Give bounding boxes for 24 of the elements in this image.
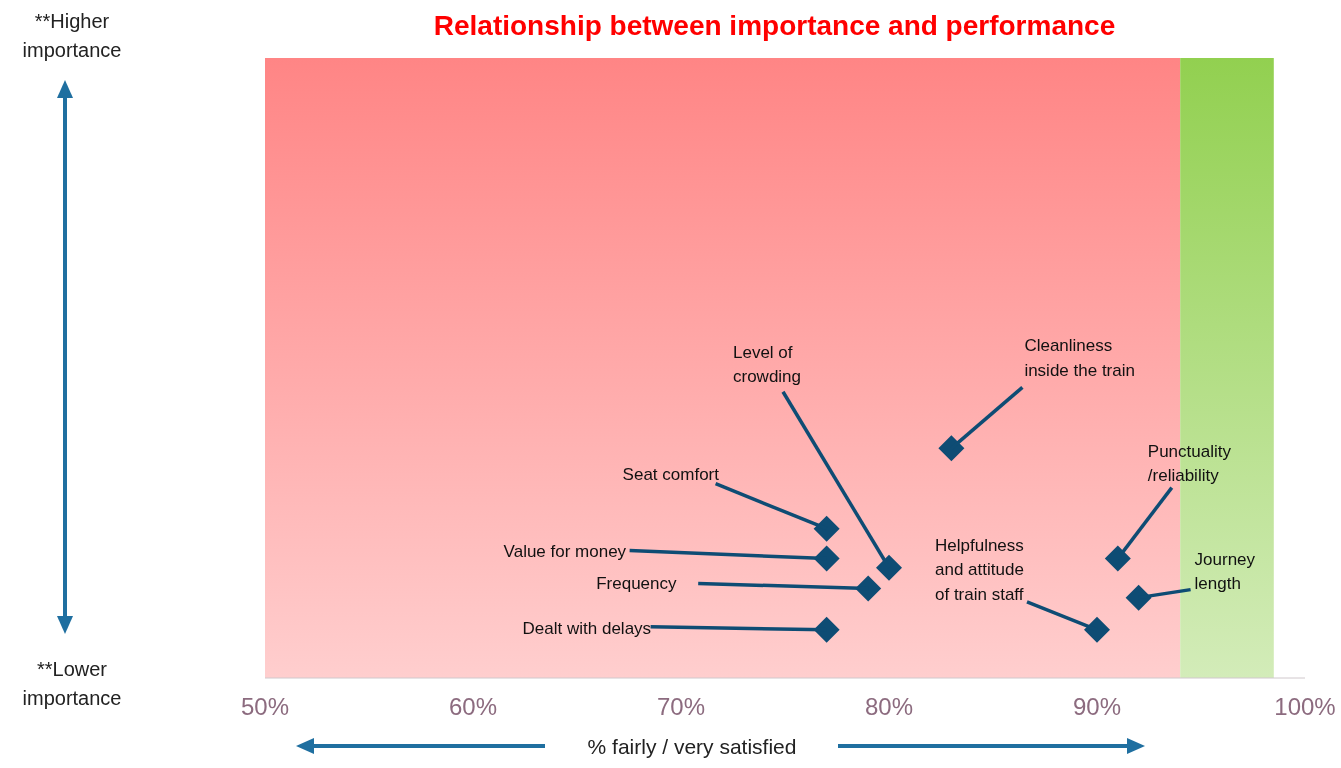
point (1084, 616, 1110, 643)
annotation: Journey length (1194, 549, 1256, 594)
x-tick-label: 70% (656, 693, 706, 721)
x-tick-label: 80% (864, 693, 914, 721)
text: **Higher importance (22, 10, 122, 61)
x-tick-label: 90% (1072, 693, 1122, 721)
annotation: Value for money (503, 541, 627, 561)
chart-title: Relationship between importance and performance (433, 10, 1116, 41)
point (1104, 545, 1131, 572)
point (938, 435, 965, 462)
annotation: Helpfulness and attitude of train staff (935, 535, 1024, 605)
x-axis-title: % fairly / very satisfied (587, 735, 797, 758)
x-tick-label: 50% (240, 693, 290, 721)
point (876, 554, 902, 581)
annotation: Cleanliness inside the train (1024, 336, 1135, 381)
annotation: Seat comfort (622, 464, 720, 484)
x-tick-label: 100% (1274, 693, 1336, 721)
point (813, 515, 840, 542)
annotation: Dealt with delays (522, 618, 652, 638)
x-tick-label: 60% (448, 693, 498, 721)
text: **Lower importance (22, 658, 122, 709)
annotation: Punctuality /reliability (1147, 441, 1232, 486)
annotation: Frequency (596, 574, 678, 594)
annotation: Level of crowding (733, 342, 802, 387)
